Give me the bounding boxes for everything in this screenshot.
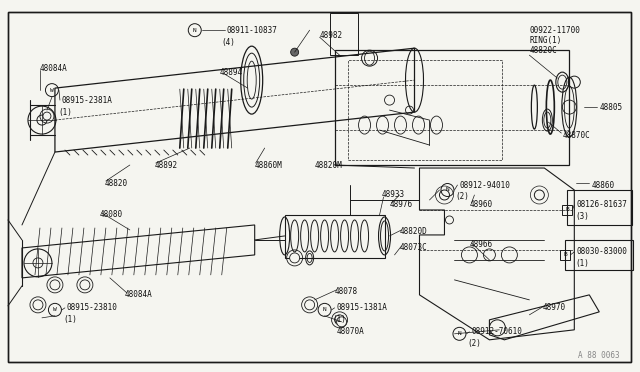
- Text: (2): (2): [467, 339, 481, 348]
- Text: N: N: [445, 187, 449, 192]
- Circle shape: [80, 280, 90, 290]
- Text: RING(1): RING(1): [529, 36, 562, 45]
- Text: 48805: 48805: [599, 103, 623, 112]
- Circle shape: [290, 253, 300, 263]
- Text: 48820D: 48820D: [399, 227, 428, 237]
- Text: 08126-81637: 08126-81637: [576, 201, 627, 209]
- Text: 08912-70610: 08912-70610: [472, 327, 522, 336]
- Text: B: B: [566, 208, 569, 212]
- Text: (1): (1): [63, 315, 77, 324]
- Circle shape: [335, 315, 344, 325]
- Text: (2): (2): [456, 192, 469, 202]
- Bar: [348, 60, 502, 160]
- Text: 48070A: 48070A: [337, 327, 364, 336]
- Text: 08915-1381A: 08915-1381A: [337, 303, 387, 312]
- Text: (1): (1): [333, 315, 346, 324]
- Circle shape: [37, 115, 47, 125]
- Text: 00922-11700: 00922-11700: [529, 26, 580, 35]
- Text: 08030-83000: 08030-83000: [576, 247, 627, 256]
- Text: 48982: 48982: [319, 31, 343, 40]
- Circle shape: [33, 258, 43, 268]
- Text: A 88 0063: A 88 0063: [578, 351, 620, 360]
- Text: 48933: 48933: [381, 190, 404, 199]
- Text: 08911-10837: 08911-10837: [227, 26, 278, 35]
- Text: (3): (3): [575, 212, 589, 221]
- Text: 08915-2381A: 08915-2381A: [62, 96, 113, 105]
- Text: 48080: 48080: [100, 211, 123, 219]
- Text: (1): (1): [575, 259, 589, 269]
- Circle shape: [50, 280, 60, 290]
- Text: 48860: 48860: [591, 180, 614, 189]
- Text: B: B: [563, 253, 567, 257]
- Circle shape: [305, 300, 315, 310]
- Text: 48970: 48970: [542, 303, 566, 312]
- Text: 48870C: 48870C: [563, 131, 590, 140]
- Text: N: N: [193, 28, 196, 33]
- Text: 48078: 48078: [335, 288, 358, 296]
- Text: 48073C: 48073C: [399, 243, 428, 253]
- Bar: [330, 13, 358, 55]
- Text: N: N: [458, 331, 461, 336]
- Circle shape: [291, 48, 299, 56]
- Bar: [563, 205, 572, 215]
- Circle shape: [33, 300, 43, 310]
- Text: (1): (1): [58, 108, 72, 116]
- Text: 48976: 48976: [390, 201, 413, 209]
- Text: 48820M: 48820M: [315, 161, 342, 170]
- Text: 48960: 48960: [469, 201, 493, 209]
- Text: W: W: [50, 88, 54, 93]
- Bar: [561, 250, 570, 260]
- Text: 48966: 48966: [469, 240, 493, 250]
- Text: 48084A: 48084A: [40, 64, 68, 73]
- Text: (4): (4): [221, 38, 236, 46]
- Bar: [567, 190, 632, 225]
- Text: 48820C: 48820C: [529, 46, 557, 55]
- Circle shape: [43, 112, 51, 120]
- Text: N: N: [323, 307, 326, 312]
- Text: 48860M: 48860M: [255, 161, 282, 170]
- Circle shape: [337, 317, 347, 327]
- Text: 08912-94010: 08912-94010: [460, 180, 510, 189]
- Bar: [565, 240, 633, 270]
- Text: 48892: 48892: [155, 161, 178, 170]
- Text: 48894: 48894: [220, 68, 243, 77]
- Text: 48820: 48820: [105, 179, 128, 187]
- Text: 48084A: 48084A: [125, 291, 152, 299]
- Text: 08915-23810: 08915-23810: [67, 303, 118, 312]
- Text: W: W: [53, 307, 57, 312]
